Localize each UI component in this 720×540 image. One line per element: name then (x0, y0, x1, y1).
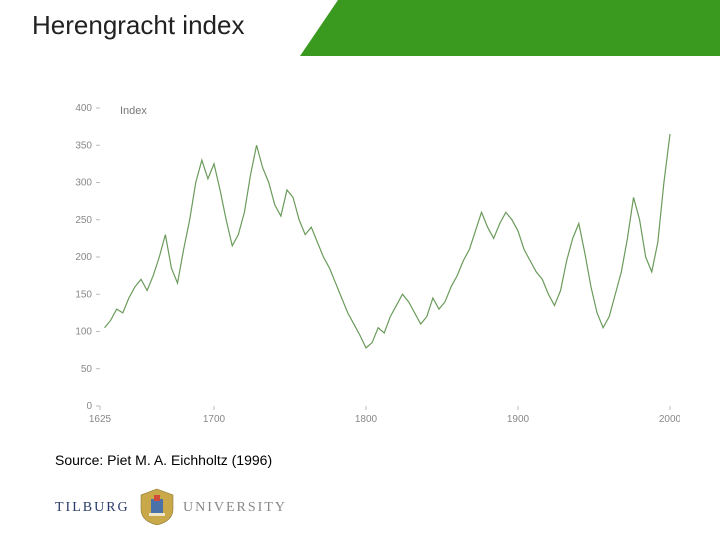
svg-text:250: 250 (75, 215, 92, 226)
page-title: Herengracht index (32, 10, 244, 47)
chart-svg: 0 50 100 150 200 250 300 350 400 1625 1700 1800 190… (60, 100, 680, 430)
svg-text:300: 300 (75, 178, 92, 189)
svg-text:100: 100 (75, 327, 92, 338)
svg-text:400: 400 (75, 103, 92, 114)
university-logo: TILBURG UNIVERSITY (55, 485, 315, 525)
logo-text-university: UNIVERSITY (183, 500, 287, 515)
source-text: Source: Piet M. A. Eichholtz (1996) (55, 452, 272, 468)
logo-text-tilburg: TILBURG (55, 500, 130, 515)
svg-text:1800: 1800 (355, 414, 378, 425)
svg-text:50: 50 (81, 364, 93, 375)
series-label: Index (120, 105, 147, 117)
svg-text:200: 200 (75, 252, 92, 263)
svg-text:0: 0 (86, 401, 92, 412)
slide-header: Herengracht index (0, 0, 720, 56)
svg-text:150: 150 (75, 289, 92, 300)
svg-text:1700: 1700 (203, 414, 226, 425)
logo-crest-icon (141, 489, 173, 525)
svg-text:350: 350 (75, 140, 92, 151)
herengracht-chart: 0 50 100 150 200 250 300 350 400 1625 1700 1800 190… (60, 100, 680, 430)
svg-text:1900: 1900 (507, 414, 530, 425)
svg-text:1625: 1625 (89, 414, 112, 425)
svg-text:2000: 2000 (659, 414, 680, 425)
series-line (105, 134, 670, 348)
